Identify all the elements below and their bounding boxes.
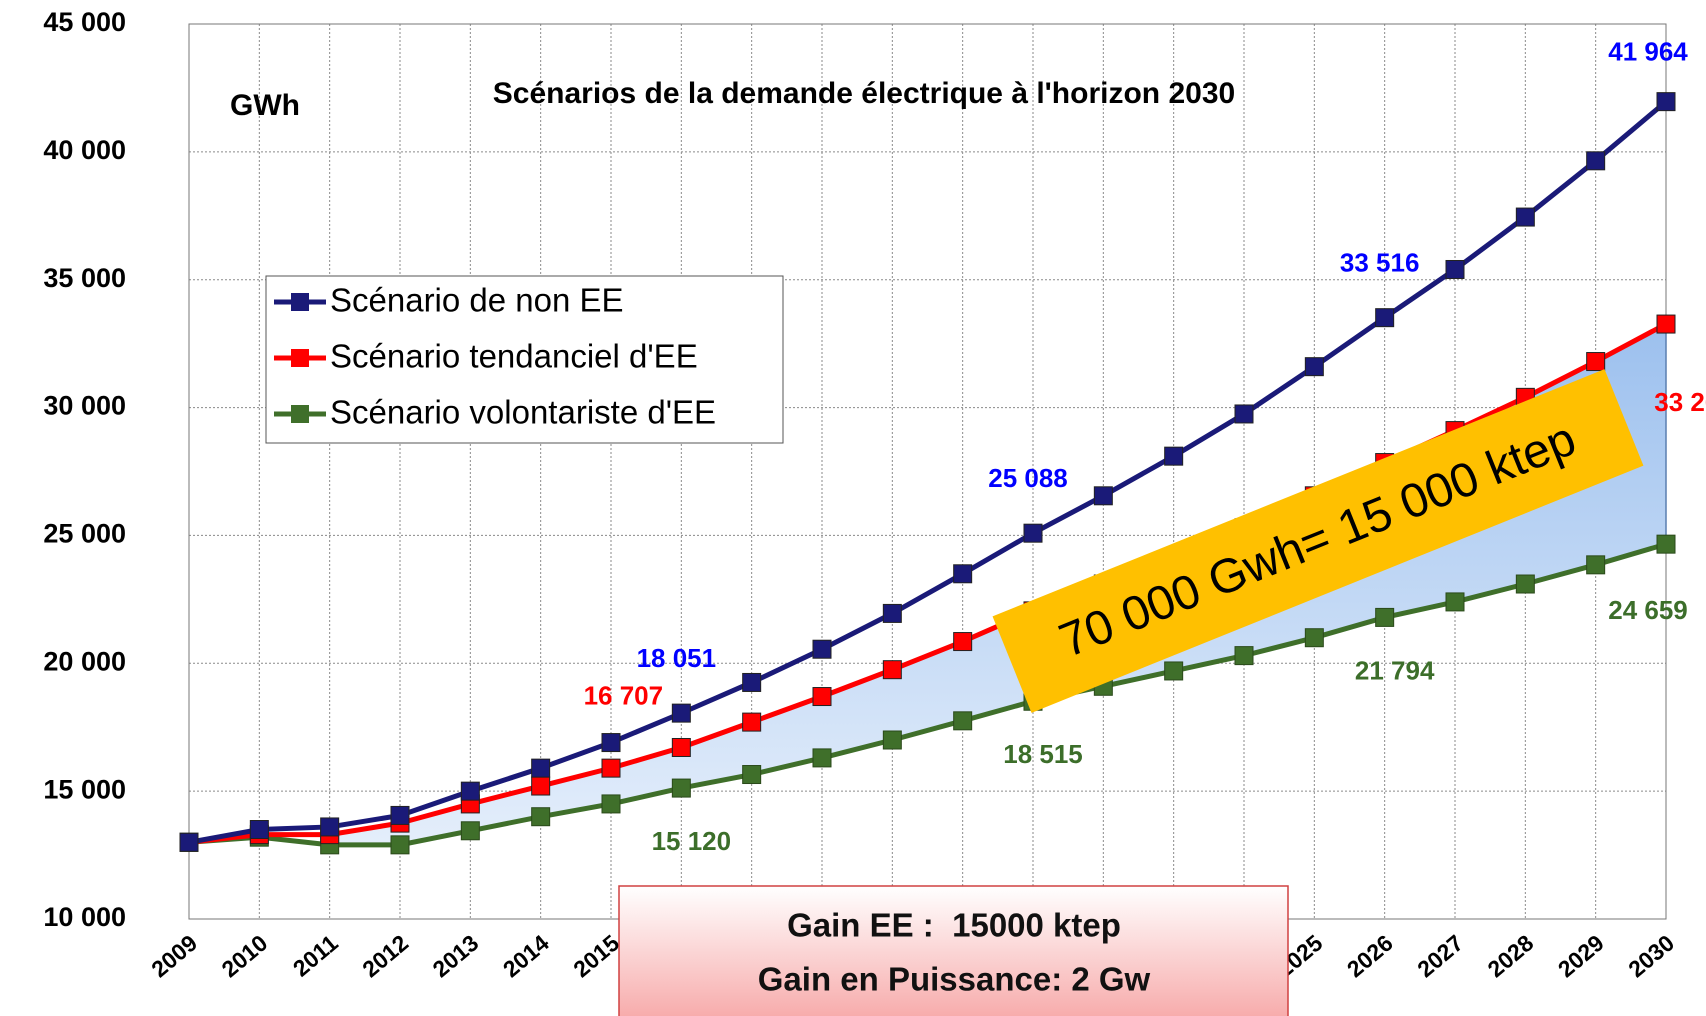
series-line — [188, 99, 1668, 845]
point-marker — [390, 805, 410, 825]
x-tick-label: 2010 — [217, 930, 273, 983]
x-tick-label: 2027 — [1412, 930, 1468, 983]
banner-box — [992, 369, 1644, 713]
x-tick-label: 2026 — [1342, 930, 1398, 983]
point-marker — [390, 835, 410, 855]
point-marker — [1375, 607, 1395, 627]
point-marker — [1164, 446, 1184, 466]
point-marker — [1304, 628, 1324, 648]
point-marker — [953, 632, 973, 652]
point-marker — [671, 778, 691, 798]
x-tick-label: 2030 — [1623, 930, 1679, 983]
point-marker — [320, 817, 340, 837]
y-tick-label: 10 000 — [43, 902, 126, 932]
point-marker — [1656, 92, 1676, 112]
x-tick-label: 2009 — [146, 930, 202, 983]
point-marker — [671, 737, 691, 757]
legend-marker — [291, 293, 309, 311]
data-label: 24 659 — [1608, 595, 1688, 625]
x-tick-label: 2015 — [568, 929, 624, 982]
y-tick-label: 45 000 — [43, 7, 126, 37]
data-label: 21 794 — [1355, 655, 1435, 685]
x-tick-label: 2013 — [428, 930, 484, 983]
point-marker — [742, 672, 762, 692]
point-marker — [460, 781, 480, 801]
gain-text: Gain EE : 15000 ktep — [787, 907, 1121, 944]
point-marker — [1234, 404, 1254, 424]
point-marker — [953, 711, 973, 731]
y-tick-label: 25 000 — [43, 519, 126, 549]
gain-text: Gain en Puissance: 2 Gw — [758, 961, 1151, 998]
data-label: 25 088 — [988, 463, 1068, 493]
data-label: 33 266 — [1654, 387, 1706, 417]
series-line — [188, 541, 1667, 848]
point-marker — [882, 730, 902, 750]
y-tick-label: 40 000 — [43, 135, 126, 165]
data-label: 18 051 — [637, 643, 717, 673]
point-marker — [531, 776, 551, 796]
y-tick-label: 35 000 — [43, 263, 126, 293]
point-marker — [1093, 486, 1113, 506]
x-tick-label: 2011 — [288, 929, 343, 981]
point-marker — [460, 821, 480, 841]
legend-marker — [291, 349, 309, 367]
point-marker — [179, 832, 199, 852]
point-marker — [812, 748, 832, 768]
point-marker — [1656, 314, 1676, 334]
chart-title: Scénarios de la demande électrique à l'h… — [493, 77, 1235, 110]
point-marker — [882, 603, 902, 623]
point-marker — [1234, 646, 1254, 666]
point-marker — [1164, 661, 1184, 681]
legend-label: Scénario volontariste d'EE — [330, 394, 716, 431]
legend-label: Scénario de non EE — [330, 282, 624, 319]
x-tick-label: 2029 — [1553, 930, 1609, 983]
y-unit: GWh — [230, 89, 300, 122]
point-marker — [1023, 523, 1043, 543]
x-tick-label: 2014 — [498, 929, 554, 982]
legend-box — [265, 275, 784, 444]
legend-marker — [291, 405, 309, 423]
point-marker — [1445, 259, 1465, 279]
point-marker — [1375, 308, 1395, 328]
data-label: 33 516 — [1340, 248, 1420, 278]
point-marker — [531, 758, 551, 778]
data-label: 18 515 — [1003, 739, 1083, 769]
point-marker — [1586, 555, 1606, 575]
point-marker — [531, 807, 551, 827]
y-tick-label: 20 000 — [43, 646, 126, 676]
data-label: 15 120 — [652, 826, 732, 856]
point-marker — [812, 687, 832, 707]
x-tick-label: 2028 — [1483, 929, 1539, 982]
point-marker — [882, 660, 902, 680]
point-marker — [1515, 207, 1535, 227]
data-label: 41 964 — [1608, 37, 1688, 67]
point-marker — [1586, 352, 1606, 372]
point-marker — [671, 703, 691, 723]
y-tick-label: 15 000 — [43, 774, 126, 804]
point-marker — [742, 712, 762, 732]
point-marker — [1586, 151, 1606, 171]
legend-label: Scénario tendanciel d'EE — [330, 338, 698, 375]
point-marker — [812, 639, 832, 659]
point-marker — [1304, 357, 1324, 377]
data-label: 16 707 — [584, 680, 664, 710]
point-marker — [1656, 534, 1676, 554]
point-marker — [249, 820, 269, 839]
point-marker — [601, 733, 621, 753]
y-tick-label: 30 000 — [43, 391, 126, 421]
point-marker — [601, 794, 621, 814]
x-tick-label: 2012 — [357, 930, 413, 983]
point-marker — [1515, 574, 1535, 594]
point-marker — [742, 765, 762, 785]
point-marker — [1445, 592, 1465, 612]
gain-box — [618, 885, 1289, 1016]
point-marker — [953, 564, 973, 584]
point-marker — [601, 758, 621, 778]
